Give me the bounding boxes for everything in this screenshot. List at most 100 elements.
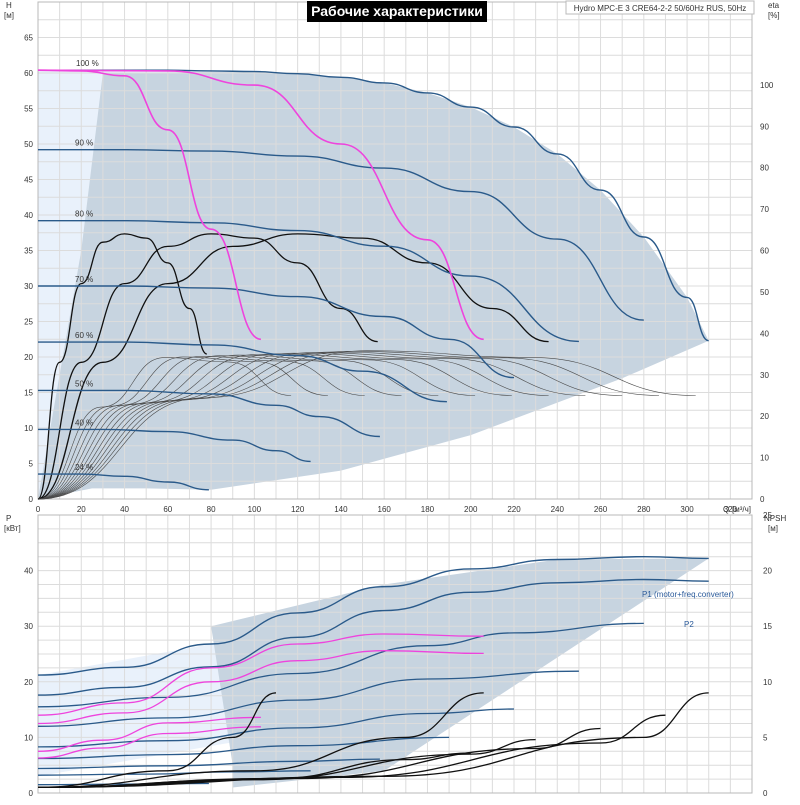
x-axis-label: Q	[723, 505, 729, 514]
power-curve-2	[37, 670, 579, 727]
x-tick-label: 140	[334, 505, 348, 514]
efficiency-fan-10	[37, 351, 623, 500]
y-tick-label-bottom: 10	[24, 733, 33, 742]
y-tick-label: 45	[24, 176, 33, 185]
y2-tick-label: 10	[760, 454, 769, 463]
x-tick-label: 80	[207, 505, 216, 514]
y2-tick-label: 20	[760, 412, 769, 421]
x-axis-unit: [м³/ч]	[732, 505, 751, 514]
efficiency-fan-6	[37, 354, 476, 500]
y-tick-label-bottom: 0	[29, 789, 34, 798]
operating-region-bottom	[211, 558, 709, 788]
y-tick-label-bottom: 40	[24, 567, 33, 576]
y-tick-label: 40	[24, 211, 33, 220]
head-curve-80	[37, 219, 579, 343]
pump-combo-curve-2	[37, 69, 484, 341]
y-tick-label: 5	[29, 460, 34, 469]
speed-label: 60 %	[75, 331, 93, 340]
y-tick-label: 60	[24, 69, 33, 78]
y-axis-label-bottom: P	[6, 514, 11, 523]
efficiency-fan-9	[37, 352, 586, 500]
y-tick-label: 55	[24, 105, 33, 114]
y2-tick-label: 90	[760, 122, 769, 131]
y-tick-label: 0	[29, 495, 34, 504]
npsh-curve-7	[37, 752, 471, 789]
y2-tick-label: 30	[760, 371, 769, 380]
y-tick-label: 25	[24, 318, 33, 327]
speed-label: 50 %	[75, 379, 93, 388]
y2-tick-label-bottom: 5	[763, 733, 768, 742]
y-tick-label: 65	[24, 34, 33, 43]
npsh-curve-2	[37, 692, 484, 789]
efficiency-fan-2	[37, 356, 328, 500]
power-curve-4	[37, 736, 450, 760]
speed-label: 40 %	[75, 418, 93, 427]
y2-tick-label-bottom: 20	[763, 567, 772, 576]
power-curve-5	[37, 758, 380, 770]
y2-tick-label: 70	[760, 205, 769, 214]
y-tick-label: 20	[24, 353, 33, 362]
efficiency-curve-3	[37, 233, 549, 500]
y2-tick-label-bottom: 0	[763, 789, 768, 798]
p2-series-label: P2	[684, 620, 694, 629]
power-combo-curve-1	[37, 633, 484, 716]
x-tick-label: 40	[120, 505, 129, 514]
head-curve-40	[38, 428, 311, 463]
y2-tick-label: 60	[760, 247, 769, 256]
y-axis-unit-top: [м]	[4, 11, 14, 20]
x-tick-label: 260	[594, 505, 608, 514]
p2-curve	[37, 578, 709, 696]
y-axis-label-top: H	[6, 1, 12, 10]
x-tick-label: 240	[551, 505, 565, 514]
power-combo-curve-4	[37, 726, 261, 759]
head-curve-50	[38, 389, 380, 438]
head-curve-70	[37, 285, 515, 379]
efficiency-fan-5	[37, 354, 439, 500]
y2-tick-label: 50	[760, 288, 769, 297]
head-curve-60	[38, 341, 447, 403]
speed-label: 90 %	[75, 139, 93, 148]
power-combo-curve-3	[37, 716, 261, 752]
head-curve-24	[38, 473, 209, 491]
y-tick-label-bottom: 20	[24, 678, 33, 687]
power-combo-curve-2	[37, 650, 484, 725]
efficiency-fan-1	[37, 357, 292, 500]
x-tick-label: 320	[724, 505, 738, 514]
efficiency-curve-1	[37, 233, 208, 500]
plot-frame-bottom	[37, 514, 753, 794]
power-curve-6	[37, 770, 311, 776]
y-tick-label: 15	[24, 389, 33, 398]
y2-axis-unit-top: [%]	[768, 11, 780, 20]
speed-label: 70 %	[75, 275, 93, 284]
y2-tick-label-bottom: 25	[763, 511, 772, 520]
y2-tick-label: 40	[760, 329, 769, 338]
y-tick-label: 30	[24, 282, 33, 291]
y-tick-label: 10	[24, 424, 33, 433]
x-tick-label: 120	[291, 505, 305, 514]
x-tick-label: 60	[163, 505, 172, 514]
efficiency-fan-3	[37, 355, 365, 500]
head-curve-90	[37, 148, 644, 321]
p1-series-label: P1 (motor+freq.converter)	[642, 590, 734, 599]
x-tick-label: 100	[248, 505, 262, 514]
y-tick-label: 50	[24, 140, 33, 149]
efficiency-curve-2	[37, 233, 378, 500]
x-tick-label: 0	[36, 505, 41, 514]
y-tick-label: 35	[24, 247, 33, 256]
y2-tick-label-bottom: 15	[763, 622, 772, 631]
efficiency-fan-7	[37, 353, 512, 500]
y2-axis-unit-bottom: [м]	[768, 524, 778, 533]
npsh-curve-5	[37, 714, 666, 789]
p1-curve	[37, 555, 709, 676]
x-tick-label: 200	[464, 505, 478, 514]
x-tick-label: 160	[378, 505, 392, 514]
y2-tick-label: 100	[760, 81, 774, 90]
chart-subtitle: Hydro MPC-E 3 CRE64-2-2 50/60Hz RUS, 50H…	[574, 4, 747, 13]
operating-region-top	[38, 71, 709, 499]
y2-tick-label: 80	[760, 164, 769, 173]
x-tick-label: 20	[77, 505, 86, 514]
chart-title: Рабочие характеристики	[311, 3, 483, 19]
y2-tick-label-bottom: 10	[763, 678, 772, 687]
